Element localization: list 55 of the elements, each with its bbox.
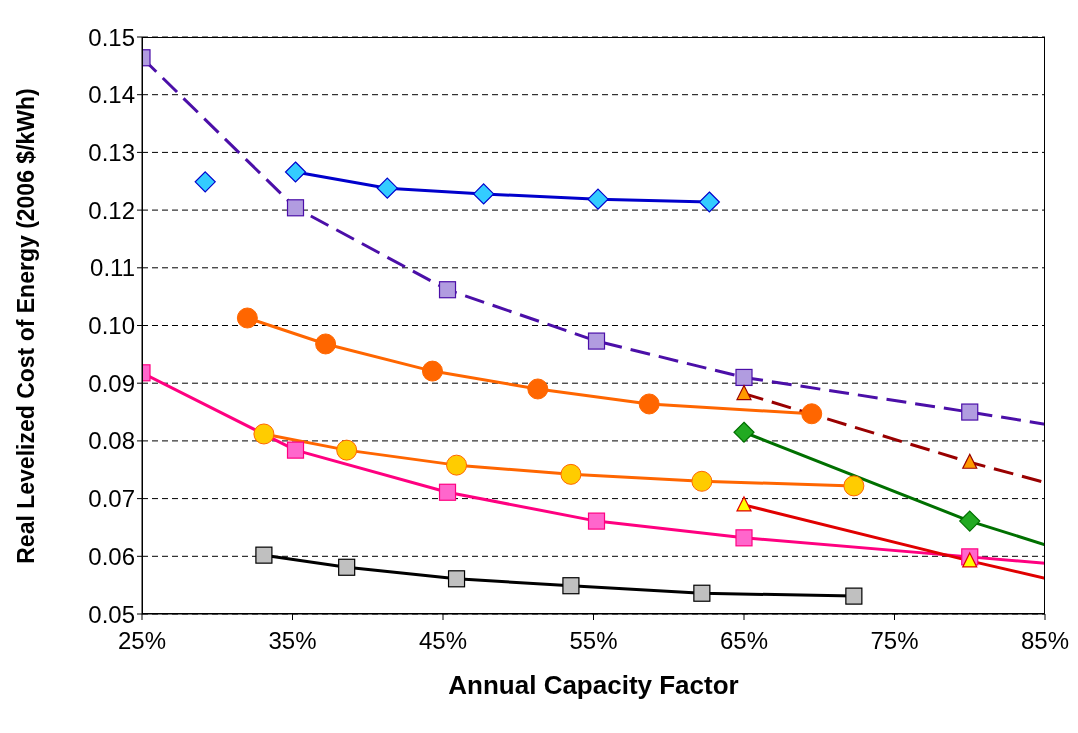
- point: [638, 393, 660, 415]
- point: [527, 378, 549, 400]
- point: [255, 546, 273, 564]
- point: [961, 403, 979, 421]
- point: [338, 558, 356, 576]
- point: [286, 199, 305, 217]
- point: [438, 281, 457, 299]
- point: [438, 483, 457, 501]
- point: [447, 570, 466, 588]
- x-tick-label: 85%: [1020, 627, 1070, 655]
- point: [959, 510, 981, 532]
- y-tick-label: 0.09: [88, 369, 135, 397]
- point: [691, 470, 713, 492]
- y-tick-label: 0.12: [88, 196, 135, 224]
- y-tick-label: 0.07: [88, 485, 135, 513]
- y-tick-label: 0.11: [90, 254, 135, 282]
- point: [845, 587, 863, 605]
- point: [286, 441, 305, 459]
- point: [587, 332, 606, 350]
- y-tick-label: 0.10: [88, 312, 135, 340]
- x-tick-label: 45%: [418, 627, 468, 655]
- point: [562, 577, 580, 595]
- point: [843, 475, 865, 497]
- x-tick-label: 25%: [117, 627, 167, 655]
- point: [693, 584, 711, 602]
- x-tick-label: 35%: [268, 627, 317, 655]
- point: [735, 368, 753, 387]
- point: [194, 171, 216, 193]
- point: [587, 512, 606, 530]
- y-axis-title: Real Levelized Cost of Energy (2006 $/kWh): [12, 87, 40, 564]
- point: [236, 307, 258, 329]
- point: [735, 529, 753, 547]
- x-tick-label: 75%: [870, 627, 919, 655]
- point: [587, 188, 609, 210]
- point: [801, 403, 823, 425]
- y-tick-label: 0.06: [88, 542, 135, 570]
- point: [253, 423, 275, 445]
- point: [560, 463, 582, 485]
- x-tick-label: 55%: [569, 627, 618, 655]
- point: [336, 439, 358, 461]
- point: [698, 191, 720, 213]
- y-tick-label: 0.14: [88, 81, 135, 109]
- point: [421, 360, 443, 382]
- point: [315, 333, 337, 355]
- point: [284, 161, 307, 183]
- y-tick-label: 0.08: [88, 427, 135, 455]
- point: [376, 177, 398, 199]
- y-tick-label: 0.13: [88, 138, 135, 166]
- x-axis-title: Annual Capacity Factor: [447, 670, 740, 701]
- point: [446, 454, 468, 476]
- x-tick-label: 65%: [719, 627, 769, 655]
- point: [473, 183, 495, 205]
- y-tick-label: 0.15: [88, 23, 135, 51]
- y-tick-label: 0.05: [88, 600, 135, 628]
- point: [733, 421, 755, 443]
